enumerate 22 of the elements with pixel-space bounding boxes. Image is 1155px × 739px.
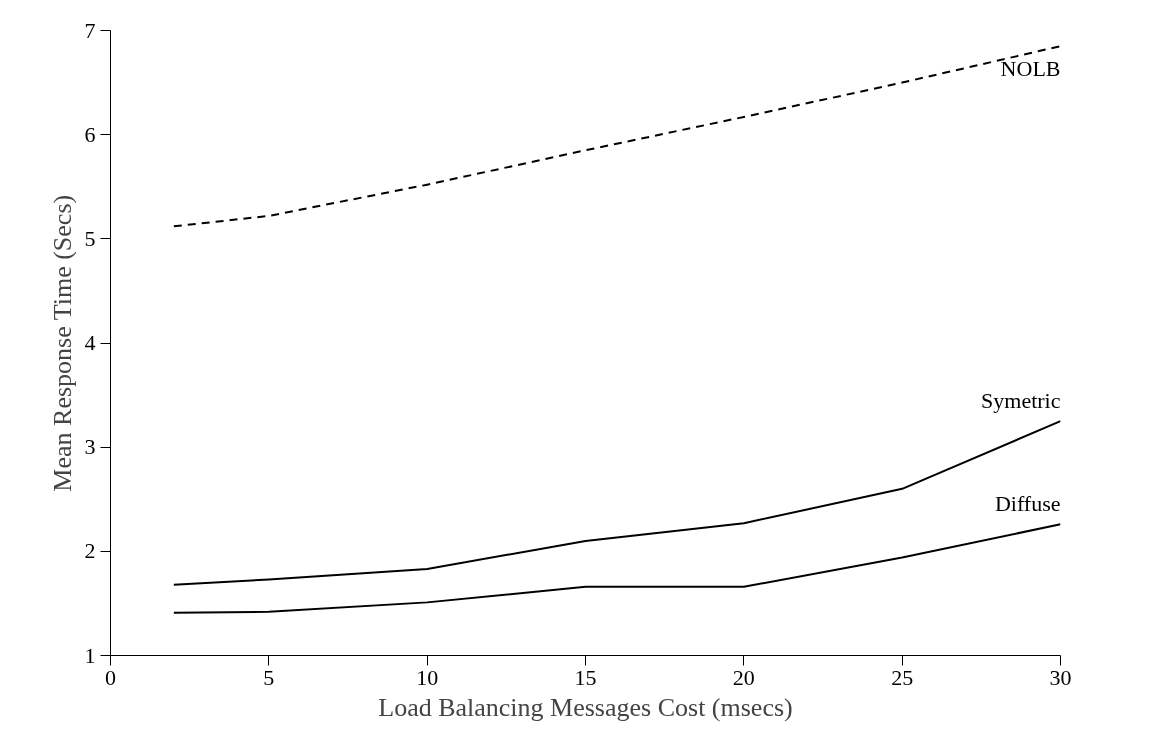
- x-tick-label: 15: [574, 664, 597, 690]
- line-series: [172, 420, 1061, 586]
- x-tick-label: 30: [1049, 664, 1072, 690]
- x-tick-label: 5: [263, 664, 275, 690]
- y-axis-title: Mean Response Time (Secs): [47, 194, 77, 492]
- y-tick-label: 2: [84, 538, 96, 564]
- series-label: NOLB: [1000, 56, 1061, 82]
- y-tick-label: 4: [84, 330, 96, 355]
- series-label: Symetric: [981, 388, 1061, 414]
- y-tick-label: 7: [84, 17, 96, 43]
- y-tick-label: 6: [84, 121, 96, 147]
- x-tick-label: 0: [105, 664, 116, 690]
- x-tick-label: 10: [416, 664, 439, 690]
- x-axis-title: Load Balancing Messages Cost (msecs): [378, 692, 793, 722]
- y-tick-label: 3: [84, 434, 96, 460]
- line-series: [172, 45, 1061, 228]
- x-tick-label: 20: [732, 664, 755, 690]
- y-tick-label: 5: [84, 225, 96, 251]
- x-tick-label: 25: [891, 664, 914, 690]
- series-label: Diffuse: [994, 491, 1061, 517]
- line-series: [172, 523, 1061, 614]
- y-tick-label: 1: [84, 642, 96, 668]
